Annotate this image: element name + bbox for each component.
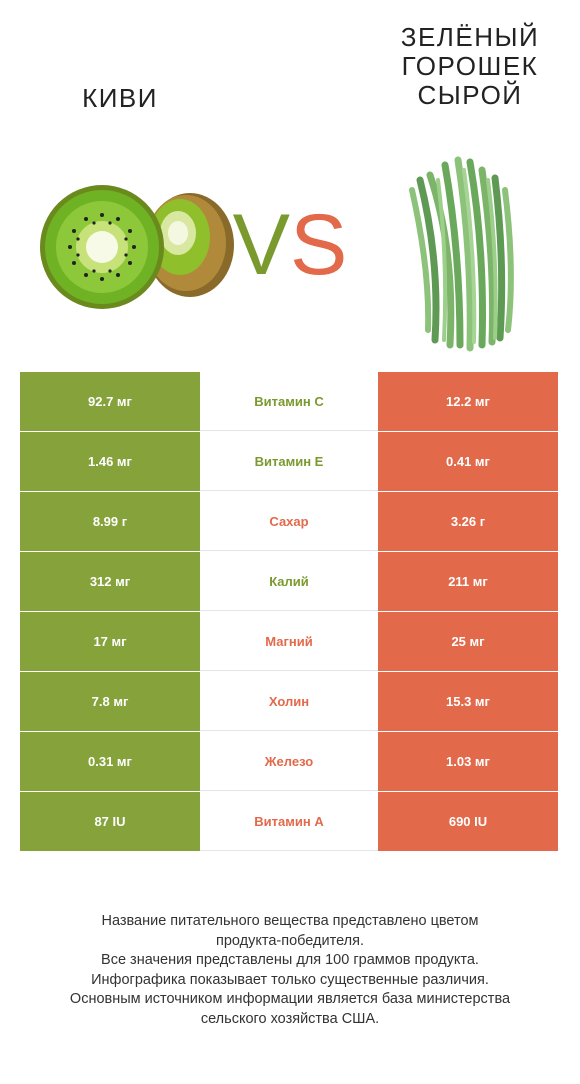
kiwi-image bbox=[40, 185, 240, 315]
left-value: 87 IU bbox=[20, 792, 200, 851]
footer-line: сельского хозяйства США. bbox=[200, 1010, 380, 1027]
vs-v: V bbox=[232, 197, 290, 293]
table-row: 87 IU Витамин A 690 IU bbox=[20, 792, 558, 851]
footer-line: Инфографика показывает только существенн… bbox=[91, 971, 489, 988]
right-title-line-3: сырой bbox=[417, 80, 523, 110]
vs-s: S bbox=[290, 197, 348, 293]
nutrient-label: Сахар bbox=[200, 492, 378, 551]
table-row: 17 мг Магний 25 мг bbox=[20, 612, 558, 671]
left-value: 1.46 мг bbox=[20, 432, 200, 491]
left-value: 17 мг bbox=[20, 612, 200, 671]
nutrient-label: Магний bbox=[200, 612, 378, 671]
left-food-title: Киви bbox=[82, 83, 158, 113]
nutrient-label: Витамин C bbox=[200, 372, 378, 431]
right-value: 690 IU bbox=[378, 792, 558, 851]
table-row: 7.8 мг Холин 15.3 мг bbox=[20, 672, 558, 731]
right-value: 15.3 мг bbox=[378, 672, 558, 731]
table-row: 312 мг Калий 211 мг bbox=[20, 552, 558, 611]
right-title-line-2: горошек bbox=[401, 51, 539, 81]
footer-notes: Название питательного вещества представл… bbox=[10, 912, 570, 1029]
right-value: 12.2 мг bbox=[378, 372, 558, 431]
right-value: 1.03 мг bbox=[378, 732, 558, 791]
left-value: 0.31 мг bbox=[20, 732, 200, 791]
left-value: 8.99 г bbox=[20, 492, 200, 551]
vs-label: VS bbox=[228, 195, 352, 295]
table-row: 92.7 мг Витамин C 12.2 мг bbox=[20, 372, 558, 431]
right-value: 0.41 мг bbox=[378, 432, 558, 491]
left-value: 312 мг bbox=[20, 552, 200, 611]
table-row: 8.99 г Сахар 3.26 г bbox=[20, 492, 558, 551]
right-value: 25 мг bbox=[378, 612, 558, 671]
nutrient-label: Витамин A bbox=[200, 792, 378, 851]
footer-line: продукта-победителя. bbox=[215, 932, 365, 949]
green-beans-image bbox=[400, 150, 530, 355]
right-title-line-1: Зелёный bbox=[400, 22, 540, 52]
right-value: 211 мг bbox=[378, 552, 558, 611]
nutrient-label: Железо bbox=[200, 732, 378, 791]
left-value: 92.7 мг bbox=[20, 372, 200, 431]
right-food-title: Зелёный горошек сырой bbox=[370, 23, 570, 110]
footer-line: Основным источником информации является … bbox=[69, 991, 511, 1007]
table-row: 0.31 мг Железо 1.03 мг bbox=[20, 732, 558, 791]
table-row: 1.46 мг Витамин E 0.41 мг bbox=[20, 432, 558, 491]
nutrient-label: Калий bbox=[200, 552, 378, 611]
nutrient-label: Холин bbox=[200, 672, 378, 731]
right-value: 3.26 г bbox=[378, 492, 558, 551]
left-value: 7.8 мг bbox=[20, 672, 200, 731]
nutrient-label: Витамин E bbox=[200, 432, 378, 491]
footer-line: Все значения представлены для 100 граммо… bbox=[101, 952, 479, 968]
footer-line: Название питательного вещества представл… bbox=[101, 913, 479, 929]
